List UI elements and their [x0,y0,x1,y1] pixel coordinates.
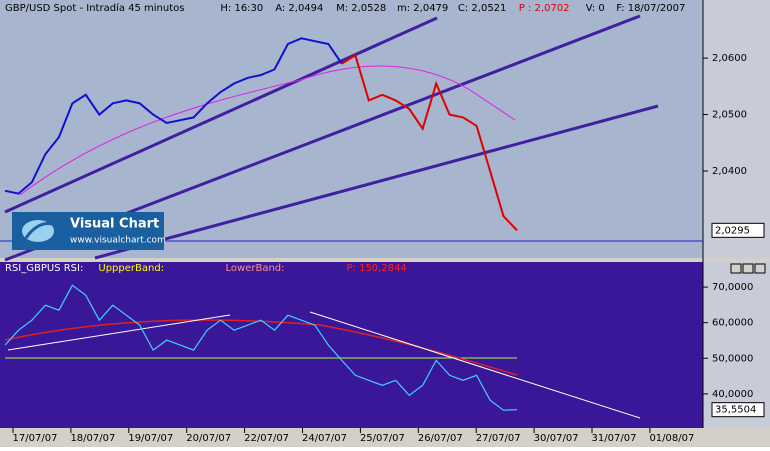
window-controls [730,263,766,274]
panel-title: RSI_GBPUS RSI: [5,263,83,274]
x-tick-label: 20/07/07 [186,433,231,444]
y-tick-label: 60,0000 [712,318,753,329]
header-item: F: 18/07/2007 [616,3,685,14]
header-item: C: 2,0521 [458,3,507,14]
logo-title: Visual Chart [70,217,159,232]
header-item: m: 2,0479 [397,3,448,14]
last-value-box [711,222,765,238]
x-tick-label: 24/07/07 [302,433,347,444]
y-tick-label: 2,0600 [712,53,747,64]
y-tick-label: 2,0400 [712,166,747,177]
header-item: UppperBand: [98,263,164,274]
x-tick-label: 26/07/07 [418,433,463,444]
last-value-box [711,402,765,418]
x-tick-label: 17/07/07 [13,433,58,444]
last-value-label: 2,0295 [715,225,750,236]
y-tick-label: 40,0000 [712,389,753,400]
rsi-panel [0,262,703,428]
y-tick-label: 70,0000 [712,282,753,293]
x-tick-label: 22/07/07 [244,433,289,444]
x-tick-label: 19/07/07 [128,433,173,444]
header-item: A: 2,0494 [275,3,323,14]
logo: Visual Chart www.visualchart.com [12,212,166,250]
x-tick-label: 31/07/07 [592,433,637,444]
price-line [341,53,518,231]
x-tick-label: 30/07/07 [534,433,579,444]
y-tick-label: 50,0000 [712,353,753,364]
x-tick-label: 27/07/07 [476,433,521,444]
rsi-average [4,319,518,376]
price-axis [703,0,770,258]
y-tick-label: 2,0500 [712,110,747,121]
rsi-trend [309,311,641,419]
moving-average [19,65,516,196]
price-line [4,37,343,195]
rsi-trend [7,314,231,351]
panel-title: GBP/USD Spot - Intradía 45 minutos [5,2,184,14]
header-item: P : 2,0702 [519,3,570,14]
header-item: H: 16:30 [220,3,263,14]
x-tick-label: 18/07/07 [70,433,115,444]
x-tick-label: 25/07/07 [360,433,405,444]
x-tick-label: 01/08/07 [649,433,694,444]
last-value-label: 35,5504 [715,405,756,416]
header-item: P: 150,2844 [347,263,407,274]
logo-url: www.visualchart.com [70,236,166,246]
rsi-axis [703,262,770,428]
header-item: LowerBand: [226,263,285,274]
header-item: V: 0 [586,3,605,14]
header-item: M: 2,0528 [336,3,386,14]
price-line [4,284,518,411]
